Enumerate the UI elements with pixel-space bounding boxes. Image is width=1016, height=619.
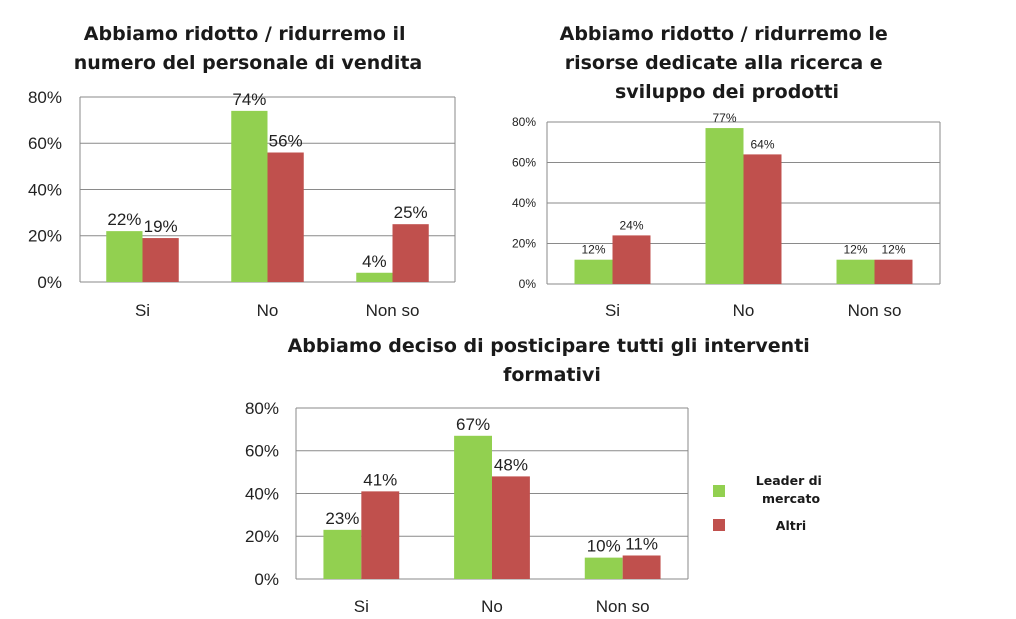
legend: Leader di mercato Altri [713, 473, 826, 533]
chart3-title-line2: formativi [503, 364, 601, 386]
chart3-title: Abbiamo deciso di posticipare tutti gli … [288, 335, 817, 386]
data-label: 74% [232, 90, 266, 109]
chart3-plot: 0% 20% 40% 60% 80% Si 23% 41% No 67% 48% Non so 10% 1… [245, 399, 689, 616]
data-label: 24% [619, 218, 643, 232]
bar-leader-si [106, 231, 143, 282]
chart2-title: Abbiamo ridotto / ridurremo le risorse d… [560, 23, 895, 103]
y-tick-label: 0% [37, 273, 62, 292]
bar-altri-si [361, 491, 400, 579]
legend-swatch-leader [713, 485, 725, 497]
legend-label-leader-line2: mercato [762, 491, 820, 506]
chart1-title: Abbiamo ridotto / ridurremo il numero de… [74, 23, 423, 74]
y-tick-label: 80% [245, 399, 279, 418]
legend-label-leader-line1: Leader di [756, 473, 822, 488]
data-label: 19% [144, 217, 178, 236]
data-label: 56% [269, 132, 303, 151]
bar-altri-non-so [622, 555, 661, 579]
y-tick-label: 60% [28, 134, 62, 153]
data-label: 10% [587, 537, 621, 556]
bar-leader-no [454, 435, 492, 579]
data-label: 41% [363, 470, 397, 489]
x-category-label: No [257, 301, 279, 320]
chart1-plot: 0% 20% 40% 60% 80% Si 22% 19% No 74% 56% Non so 4% 25… [28, 88, 456, 320]
bar-altri-no [743, 154, 782, 284]
x-category-label: Non so [596, 597, 650, 616]
data-label: 4% [362, 252, 387, 271]
chart3-title-line1: Abbiamo deciso di posticipare tutti gli … [288, 335, 810, 357]
chart2-plot: 0% 20% 40% 60% 80% Si 12% 24% No 77% 64% Non so 12% 1… [512, 111, 941, 320]
legend-swatch-altri [713, 519, 725, 531]
x-category-label: Non so [848, 301, 902, 320]
bar-leader-si [323, 529, 362, 579]
data-label: 77% [712, 111, 736, 125]
y-tick-label: 60% [512, 156, 536, 170]
legend-label-altri: Altri [776, 518, 806, 533]
y-tick-label: 0% [254, 570, 279, 589]
bar-leader-non-so [584, 557, 623, 579]
data-label: 12% [881, 243, 905, 257]
data-label: 64% [750, 137, 774, 151]
bar-leader-no [705, 128, 744, 284]
bar-altri-si [142, 238, 179, 282]
data-label: 25% [394, 203, 428, 222]
data-label: 12% [843, 243, 867, 257]
bar-leader-non-so [356, 272, 393, 282]
y-tick-label: 80% [512, 115, 536, 129]
chart1-title-line2: numero del personale di vendita [74, 52, 423, 74]
bar-altri-no [492, 476, 530, 579]
y-tick-label: 20% [512, 237, 536, 251]
chart1-title-line1: Abbiamo ridotto / ridurremo il [84, 23, 406, 45]
data-label: 48% [494, 455, 528, 474]
bar-leader-no [231, 110, 268, 282]
y-tick-label: 40% [245, 484, 279, 503]
y-tick-label: 40% [512, 196, 536, 210]
chart2-title-line2: risorse dedicate alla ricerca e [565, 52, 883, 74]
y-tick-label: 60% [245, 442, 279, 461]
x-category-label: No [481, 597, 503, 616]
chart2-title-line1: Abbiamo ridotto / ridurremo le [560, 23, 888, 45]
data-label: 23% [325, 509, 359, 528]
bar-altri-no [267, 152, 304, 282]
data-label: 67% [456, 415, 490, 434]
y-tick-label: 20% [28, 227, 62, 246]
x-category-label: No [733, 301, 755, 320]
data-label: 22% [107, 210, 141, 229]
bar-altri-non-so [874, 259, 913, 284]
bar-leader-si [574, 259, 613, 284]
data-label: 12% [581, 243, 605, 257]
x-category-label: Non so [366, 301, 420, 320]
bar-altri-non-so [392, 224, 429, 282]
x-category-label: Si [354, 597, 369, 616]
chart2-title-line3: sviluppo dei prodotti [615, 81, 839, 103]
data-label: 11% [625, 534, 658, 553]
legend-label-leader: Leader di mercato [756, 473, 826, 506]
bar-leader-non-so [836, 259, 875, 284]
y-tick-label: 0% [519, 277, 537, 291]
bar-altri-si [612, 235, 651, 284]
y-tick-label: 20% [245, 527, 279, 546]
x-category-label: Si [135, 301, 150, 320]
x-category-label: Si [605, 301, 620, 320]
y-tick-label: 40% [28, 180, 62, 199]
y-tick-label: 80% [28, 88, 62, 107]
